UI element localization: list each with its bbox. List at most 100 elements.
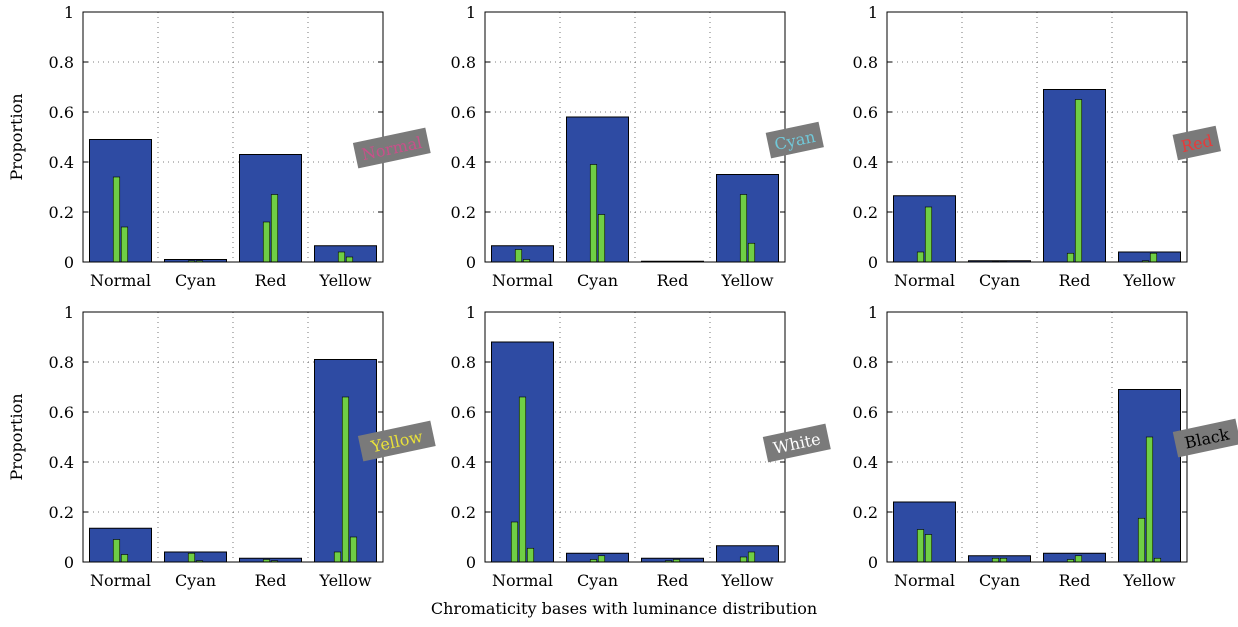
panel-tag-box (357, 420, 436, 462)
y-tick-label: 0 (868, 253, 878, 272)
luminance-bar (341, 396, 350, 563)
y-tick-label: 1 (64, 3, 74, 22)
luminance-bar (112, 539, 121, 563)
x-tick-label: Cyan (577, 571, 618, 590)
luminance-bar (1145, 436, 1154, 563)
y-tick-label: 0.8 (49, 353, 74, 372)
y-axis-title-top: Proportion (7, 93, 26, 180)
x-tick-label: Red (657, 271, 689, 290)
y-tick-label: 0.8 (853, 353, 878, 372)
panel-tag-box (1172, 125, 1222, 161)
panel-tag-box (352, 127, 431, 169)
x-tick-label: Red (657, 571, 689, 590)
y-tick-label: 0.8 (49, 53, 74, 72)
y-tick-label: 1 (64, 303, 74, 322)
panel-3: Normal Cyan Red Yellow 0 0.2 0.4 0.6 0.8 1 Red (853, 3, 1222, 290)
y-tick-label: 0.6 (451, 103, 476, 122)
luminance-bar (120, 226, 129, 263)
x-tick-label: Red (255, 571, 287, 590)
luminance-bar (120, 554, 129, 563)
y-axis-title-bottom: Proportion (7, 393, 26, 480)
bar-cyan (566, 116, 629, 263)
x-tick-label: Cyan (979, 271, 1020, 290)
luminance-bar (518, 396, 527, 563)
y-tick-label: 1 (466, 3, 476, 22)
bar-normal (89, 527, 152, 563)
luminance-bar (597, 214, 606, 263)
y-tick-label: 0.4 (451, 453, 476, 472)
y-tick-label: 0.6 (451, 403, 476, 422)
y-tick-label: 0.4 (451, 153, 476, 172)
x-tick-label: Yellow (1122, 571, 1176, 590)
y-tick-label: 0.8 (853, 53, 878, 72)
y-tick-label: 0.4 (49, 453, 74, 472)
luminance-bar (747, 242, 756, 263)
luminance-bar (112, 176, 121, 263)
bar-yellow (314, 245, 377, 263)
luminance-bar (991, 557, 1000, 563)
bar-normal (491, 245, 554, 263)
luminance-bar (597, 555, 606, 563)
y-tick-label: 0.8 (451, 53, 476, 72)
bar-red (1043, 89, 1106, 263)
x-tick-label: Normal (894, 271, 955, 290)
luminance-bar (916, 529, 925, 563)
bar-normal (893, 501, 956, 563)
panel-2: Normal Cyan Red Yellow 0 0.2 0.4 0.6 0.8 1 Cyan (451, 3, 824, 290)
bar-red (239, 154, 302, 263)
x-tick-label: Red (1059, 571, 1091, 590)
y-tick-label: 0.8 (451, 353, 476, 372)
x-axis-title: Chromaticity bases with luminance distri… (431, 599, 817, 618)
luminance-bar (510, 521, 519, 563)
x-tick-label: Yellow (318, 271, 372, 290)
luminance-bar (187, 552, 196, 563)
panels: Normal Cyan Red Yellow 0 0.2 0.4 0.6 0.8 1 Normal N… (49, 3, 1238, 590)
luminance-bar (337, 251, 346, 263)
x-tick-label: Cyan (979, 571, 1020, 590)
panel-tag: Cyan (765, 121, 824, 159)
luminance-bar (1074, 555, 1083, 563)
luminance-bar (1066, 252, 1075, 263)
luminance-bar (1153, 557, 1162, 563)
y-tick-label: 0.6 (49, 103, 74, 122)
x-tick-label: Cyan (577, 271, 618, 290)
panel-tag-box (765, 121, 824, 159)
y-tick-label: 0 (64, 553, 74, 572)
x-tick-label: Yellow (1122, 271, 1176, 290)
bar-cyan (164, 551, 227, 563)
bar-yellow (1118, 251, 1181, 263)
y-tick-label: 0 (466, 253, 476, 272)
panel-tag: White (762, 423, 831, 463)
y-tick-label: 0.4 (853, 453, 878, 472)
luminance-bar (924, 206, 933, 263)
panel-6: Normal Cyan Red Yellow 0 0.2 0.4 0.6 0.8 1 Black (853, 303, 1238, 590)
bar-normal (89, 139, 152, 263)
y-tick-label: 0.2 (49, 203, 74, 222)
panel-tag-box (1172, 418, 1238, 458)
luminance-bar (739, 194, 748, 263)
x-tick-label: Normal (894, 571, 955, 590)
luminance-bar (739, 556, 748, 563)
luminance-bar (262, 221, 271, 263)
luminance-bar (1137, 517, 1146, 563)
y-tick-label: 1 (466, 303, 476, 322)
luminance-bar (589, 164, 598, 263)
luminance-bar (916, 251, 925, 263)
y-tick-label: 0.2 (451, 203, 476, 222)
luminance-bar (270, 194, 279, 263)
bar-red (641, 557, 704, 563)
y-tick-label: 1 (868, 303, 878, 322)
luminance-bar (345, 256, 354, 263)
panel-5: Normal Cyan Red Yellow 0 0.2 0.4 0.6 0.8 1 White (451, 303, 831, 590)
luminance-bar (349, 536, 358, 563)
y-tick-label: 0.2 (49, 503, 74, 522)
y-tick-label: 0.4 (49, 153, 74, 172)
y-tick-label: 0.6 (853, 403, 878, 422)
bar-yellow (716, 545, 779, 563)
y-tick-label: 0.4 (853, 153, 878, 172)
x-tick-label: Yellow (318, 571, 372, 590)
x-tick-label: Normal (492, 271, 553, 290)
luminance-bar (999, 557, 1008, 563)
luminance-bar (924, 534, 933, 563)
